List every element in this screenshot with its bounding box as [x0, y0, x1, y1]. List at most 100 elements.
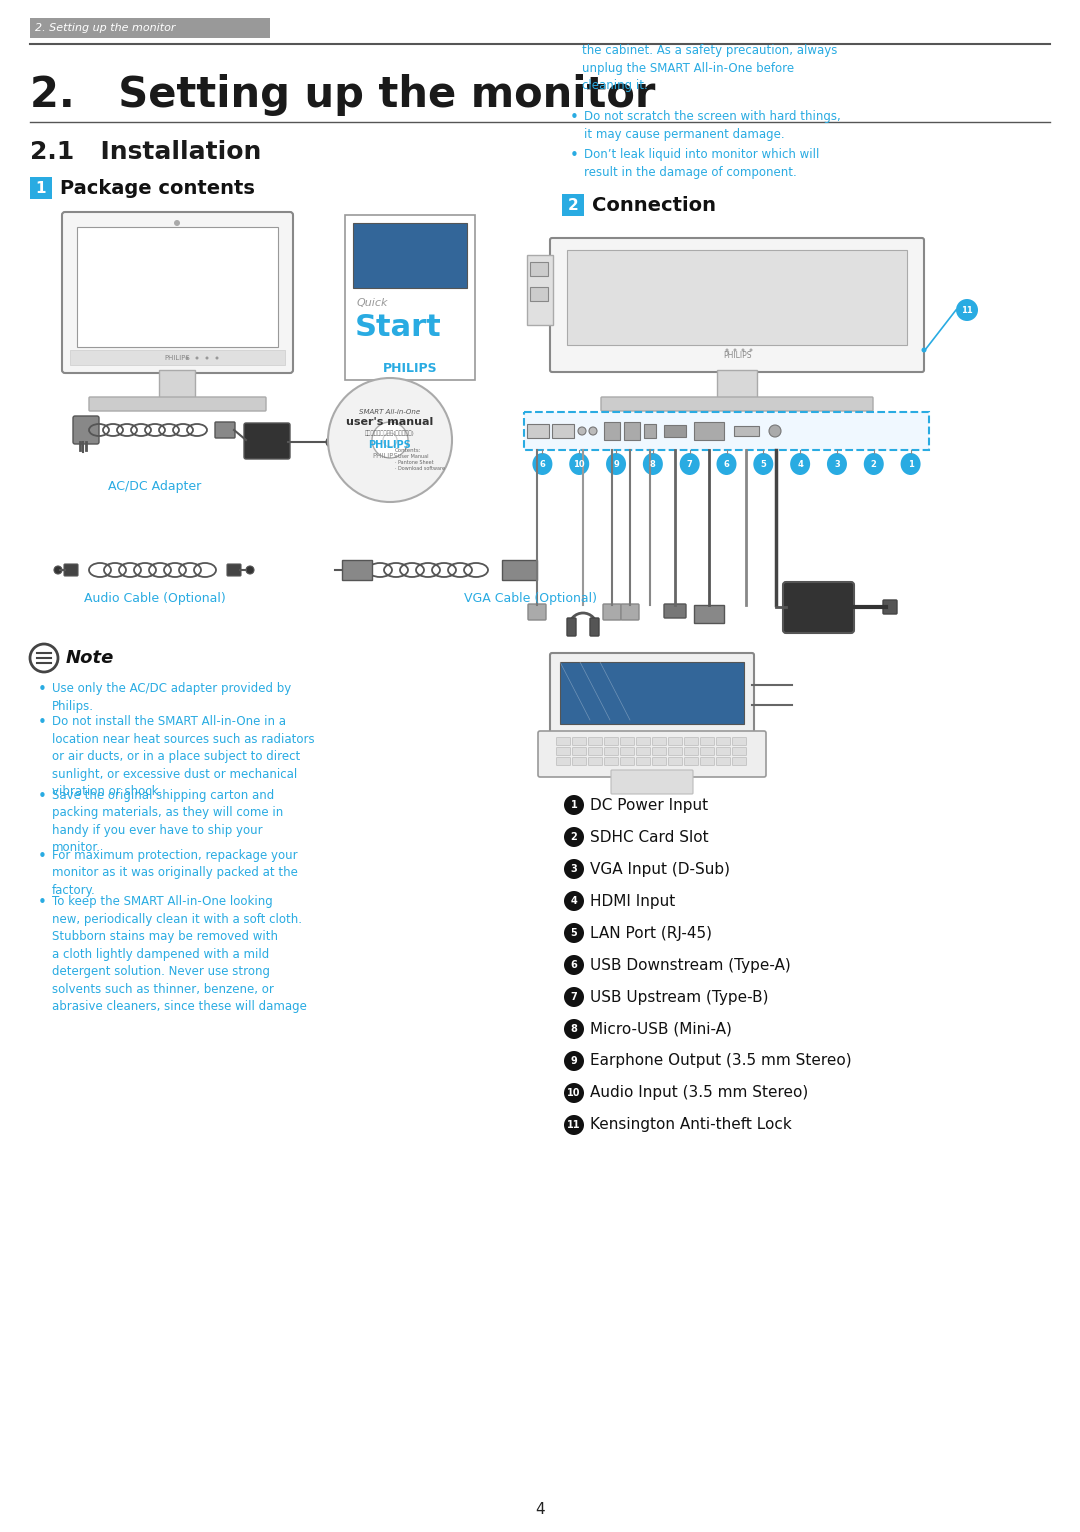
Text: VGA Cable (Optional): VGA Cable (Optional)	[463, 591, 596, 605]
FancyBboxPatch shape	[572, 757, 586, 766]
FancyBboxPatch shape	[652, 737, 666, 746]
Text: USB Downstream (Type-A): USB Downstream (Type-A)	[590, 958, 791, 973]
Circle shape	[564, 1019, 584, 1039]
Ellipse shape	[606, 453, 626, 475]
Text: SMART All-in-One: SMART All-in-One	[360, 409, 420, 415]
Text: PHILIPS: PHILIPS	[382, 362, 437, 374]
FancyBboxPatch shape	[603, 604, 621, 620]
Text: •: •	[38, 849, 46, 864]
FancyBboxPatch shape	[30, 178, 52, 199]
Text: Do not scratch the screen with hard things,
it may cause permanent damage.: Do not scratch the screen with hard thin…	[584, 110, 840, 141]
FancyBboxPatch shape	[572, 748, 586, 755]
FancyBboxPatch shape	[694, 421, 724, 440]
Text: Start: Start	[355, 313, 442, 342]
Circle shape	[564, 827, 584, 847]
FancyBboxPatch shape	[562, 195, 584, 216]
FancyBboxPatch shape	[605, 757, 619, 766]
FancyBboxPatch shape	[732, 748, 746, 755]
FancyBboxPatch shape	[556, 748, 570, 755]
FancyBboxPatch shape	[664, 604, 686, 617]
Text: •: •	[38, 715, 46, 731]
FancyBboxPatch shape	[502, 561, 537, 581]
Circle shape	[769, 424, 781, 437]
Text: the cabinet. As a safety precaution, always
unplug the SMART All-in-One before
c: the cabinet. As a safety precaution, alw…	[582, 44, 837, 92]
Circle shape	[174, 221, 180, 227]
Ellipse shape	[716, 453, 737, 475]
FancyBboxPatch shape	[732, 757, 746, 766]
FancyBboxPatch shape	[589, 737, 603, 746]
Circle shape	[564, 1115, 584, 1135]
Circle shape	[564, 1083, 584, 1103]
FancyBboxPatch shape	[644, 424, 656, 438]
Circle shape	[326, 437, 336, 447]
Text: 9: 9	[570, 1056, 578, 1066]
FancyBboxPatch shape	[589, 757, 603, 766]
Circle shape	[733, 348, 737, 351]
Circle shape	[589, 427, 597, 435]
FancyBboxPatch shape	[590, 617, 599, 636]
Text: 2: 2	[570, 832, 578, 843]
FancyBboxPatch shape	[701, 757, 715, 766]
Text: •: •	[570, 110, 579, 126]
Ellipse shape	[754, 453, 773, 475]
Text: Micro-USB (Mini-A): Micro-USB (Mini-A)	[590, 1022, 732, 1037]
Text: 1: 1	[570, 800, 578, 810]
FancyBboxPatch shape	[600, 397, 873, 411]
FancyBboxPatch shape	[530, 262, 548, 276]
FancyBboxPatch shape	[783, 582, 854, 633]
FancyBboxPatch shape	[62, 211, 293, 372]
Text: 8: 8	[650, 460, 656, 469]
Text: AC/DC Adapter: AC/DC Adapter	[108, 480, 202, 493]
Ellipse shape	[791, 453, 810, 475]
Circle shape	[186, 357, 189, 360]
Circle shape	[246, 565, 254, 574]
Text: Note: Note	[66, 650, 114, 666]
FancyBboxPatch shape	[716, 748, 730, 755]
FancyBboxPatch shape	[734, 426, 759, 437]
Text: PHILIPS: PHILIPS	[372, 453, 397, 460]
Text: 6: 6	[724, 460, 729, 469]
FancyBboxPatch shape	[572, 737, 586, 746]
FancyBboxPatch shape	[550, 237, 924, 372]
Text: PHILIPS: PHILIPS	[164, 355, 190, 362]
Ellipse shape	[532, 453, 552, 475]
FancyBboxPatch shape	[527, 254, 553, 325]
Text: HDMI Input: HDMI Input	[590, 893, 675, 908]
FancyBboxPatch shape	[669, 757, 683, 766]
Circle shape	[564, 922, 584, 944]
FancyBboxPatch shape	[30, 18, 270, 38]
Text: Quick: Quick	[357, 299, 389, 308]
Text: PHILIPS: PHILIPS	[723, 351, 752, 360]
FancyBboxPatch shape	[552, 424, 573, 438]
FancyBboxPatch shape	[664, 424, 686, 437]
Text: •: •	[38, 789, 46, 803]
FancyBboxPatch shape	[701, 737, 715, 746]
FancyBboxPatch shape	[636, 757, 650, 766]
Text: LAN Port (RJ-45): LAN Port (RJ-45)	[590, 925, 712, 941]
Circle shape	[195, 357, 199, 360]
Text: •: •	[38, 895, 46, 910]
Circle shape	[54, 565, 62, 574]
Circle shape	[216, 357, 218, 360]
FancyBboxPatch shape	[89, 397, 266, 411]
FancyBboxPatch shape	[716, 737, 730, 746]
Text: Audio Cable (Optional): Audio Cable (Optional)	[84, 591, 226, 605]
Circle shape	[564, 1051, 584, 1071]
Ellipse shape	[643, 453, 663, 475]
FancyBboxPatch shape	[77, 227, 278, 348]
Text: •: •	[570, 149, 579, 162]
FancyBboxPatch shape	[342, 561, 372, 581]
Text: Use only the AC/DC adapter provided by
Philips.: Use only the AC/DC adapter provided by P…	[52, 682, 292, 712]
Text: 6: 6	[570, 961, 578, 970]
FancyBboxPatch shape	[556, 737, 570, 746]
Circle shape	[578, 427, 586, 435]
Circle shape	[726, 348, 729, 351]
Circle shape	[205, 357, 208, 360]
Text: 2.1   Installation: 2.1 Installation	[30, 139, 261, 164]
Text: 4: 4	[536, 1503, 544, 1518]
Text: 10: 10	[573, 460, 585, 469]
Text: For maximum protection, repackage your
monitor as it was originally packed at th: For maximum protection, repackage your m…	[52, 849, 298, 896]
Text: Save the original shipping carton and
packing materials, as they will come in
ha: Save the original shipping carton and pa…	[52, 789, 283, 853]
Text: 7: 7	[687, 460, 692, 469]
Text: •: •	[38, 682, 46, 697]
